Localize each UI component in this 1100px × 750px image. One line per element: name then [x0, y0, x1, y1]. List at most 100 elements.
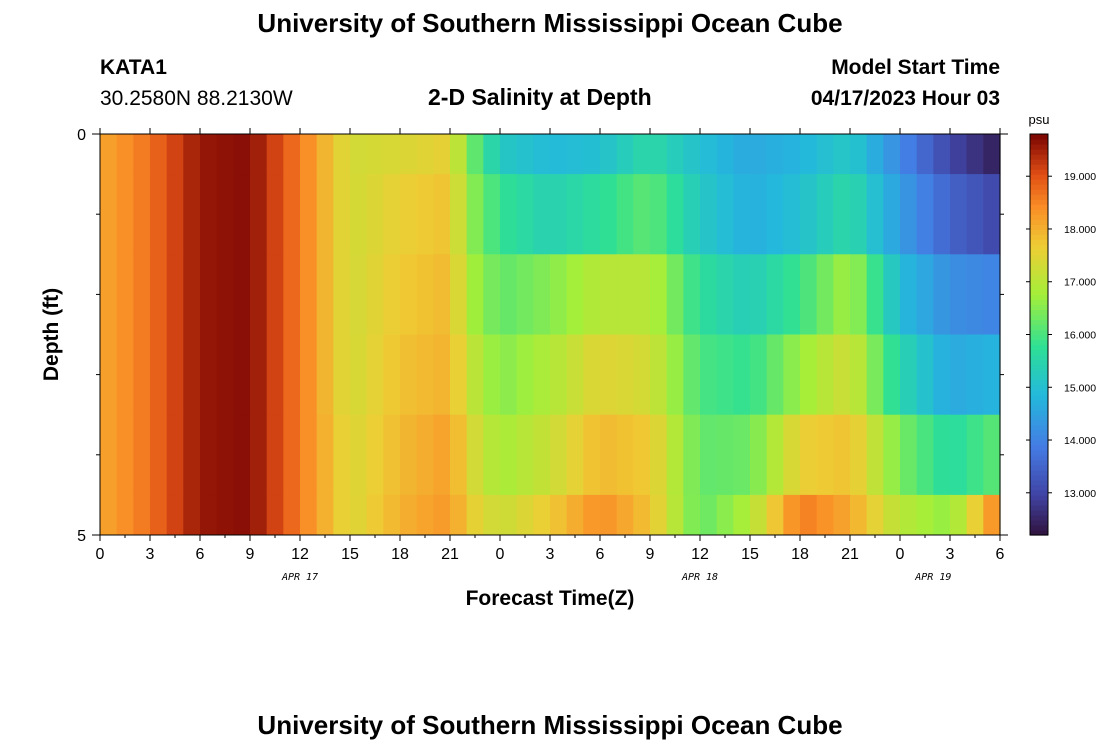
heatmap-cell	[133, 134, 151, 175]
heatmap-cell	[900, 254, 918, 335]
heatmap-cell	[883, 494, 901, 536]
heatmap-cell	[783, 494, 801, 536]
heatmap-cell	[616, 414, 634, 496]
heatmap-cell	[583, 334, 601, 416]
salinity-heatmap-chart: 0 3 6 9 12 15 18 21 0 3 6 9 12 15 18 21 0 3 6 APR 17 APR 18 A…	[40, 112, 1096, 610]
heatmap-cell	[333, 174, 351, 255]
colorbar-segment	[1030, 489, 1048, 496]
heatmap-cell	[283, 414, 301, 496]
heatmap-cell	[766, 254, 784, 335]
colorbar-segment	[1030, 504, 1048, 511]
heatmap-cell	[383, 134, 401, 175]
heatmap-cell	[500, 254, 518, 335]
heatmap-cell	[133, 414, 151, 496]
heatmap-cell	[650, 134, 668, 175]
colorbar-segment	[1030, 149, 1048, 155]
heatmap-cell	[716, 134, 734, 175]
heatmap-cell	[683, 174, 701, 255]
heatmap-cell	[266, 334, 284, 416]
heatmap-cell	[166, 134, 184, 175]
heatmap-cell	[983, 414, 1001, 496]
heatmap-cell	[150, 134, 168, 175]
heatmap-cell	[666, 414, 684, 496]
colorbar-segment	[1030, 274, 1048, 280]
heatmap-cell	[783, 174, 801, 255]
heatmap-cell	[150, 174, 168, 255]
heatmap-cell	[716, 174, 734, 255]
heatmap-cell	[866, 134, 884, 175]
heatmap-cell	[566, 134, 584, 175]
heatmap-cell	[550, 334, 568, 416]
heatmap-cell	[333, 254, 351, 335]
heatmap-cell	[416, 254, 434, 335]
heatmap-cell	[416, 494, 434, 536]
colorbar-unit-label: psu	[1029, 112, 1050, 127]
heatmap-cell	[416, 414, 434, 496]
heatmap-cell	[233, 134, 251, 175]
heatmap-cell	[483, 334, 501, 416]
colorbar-segment	[1030, 144, 1048, 150]
colorbar-segment	[1030, 439, 1048, 446]
date-label: APR 18	[681, 572, 718, 583]
colorbar-segment	[1030, 494, 1048, 501]
x-tick-label: 15	[341, 546, 359, 563]
heatmap-cell	[200, 334, 218, 416]
x-tick-label: 9	[646, 546, 655, 563]
heatmap-cell	[633, 254, 651, 335]
heatmap-cell	[750, 414, 768, 496]
heatmap-cell	[783, 254, 801, 335]
heatmap-cell	[733, 334, 751, 416]
heatmap-cell	[700, 254, 718, 335]
x-tick-label: 3	[146, 546, 155, 563]
heatmap-cell	[683, 334, 701, 416]
heatmap-cell	[500, 134, 518, 175]
colorbar-segment	[1030, 404, 1048, 411]
heatmap-cell	[783, 134, 801, 175]
colorbar-segment	[1030, 229, 1048, 235]
heatmap-cell	[816, 494, 834, 536]
heatmap-cell	[916, 494, 934, 536]
heatmap-cell	[716, 254, 734, 335]
colorbar-segment	[1030, 279, 1048, 285]
heatmap-cell	[800, 254, 818, 335]
heatmap-cell	[400, 414, 418, 496]
heatmap-cell	[633, 134, 651, 175]
colorbar-segment	[1030, 189, 1048, 195]
heatmap-cell	[883, 334, 901, 416]
heatmap-cell	[250, 414, 268, 496]
colorbar-segment	[1030, 429, 1048, 436]
heatmap-cell	[433, 174, 451, 255]
heatmap-cell	[866, 494, 884, 536]
heatmap-cell	[416, 174, 434, 255]
colorbar-segment	[1030, 264, 1048, 270]
x-tick-label: 18	[791, 546, 809, 563]
colorbar-tick-label: 17.000	[1064, 277, 1096, 289]
heatmap-cell	[983, 494, 1001, 536]
heatmap-cell	[500, 334, 518, 416]
heatmap-cell	[333, 414, 351, 496]
heatmap-cell	[950, 494, 968, 536]
heatmap-cell	[616, 494, 634, 536]
heatmap-cell	[450, 254, 468, 335]
heatmap-cell	[533, 254, 551, 335]
heatmap-cell	[933, 134, 951, 175]
heatmap-cell	[500, 494, 518, 536]
colorbar-tick-label: 16.000	[1064, 330, 1096, 342]
heatmap-cell	[333, 494, 351, 536]
station-id: KATA1	[100, 56, 167, 79]
heatmap-cell	[833, 254, 851, 335]
x-tick-label: 18	[391, 546, 409, 563]
colorbar-segment	[1030, 269, 1048, 275]
heatmap-cells	[100, 134, 1001, 536]
colorbar-segment	[1030, 224, 1048, 230]
heatmap-cell	[616, 134, 634, 175]
heatmap-cell	[366, 494, 384, 536]
heatmap-cell	[216, 414, 234, 496]
heatmap-cell	[383, 254, 401, 335]
heatmap-cell	[966, 334, 984, 416]
heatmap-cell	[766, 334, 784, 416]
colorbar-segment	[1030, 414, 1048, 421]
heatmap-cell	[483, 134, 501, 175]
heatmap-cell	[533, 174, 551, 255]
heatmap-cell	[116, 174, 134, 255]
